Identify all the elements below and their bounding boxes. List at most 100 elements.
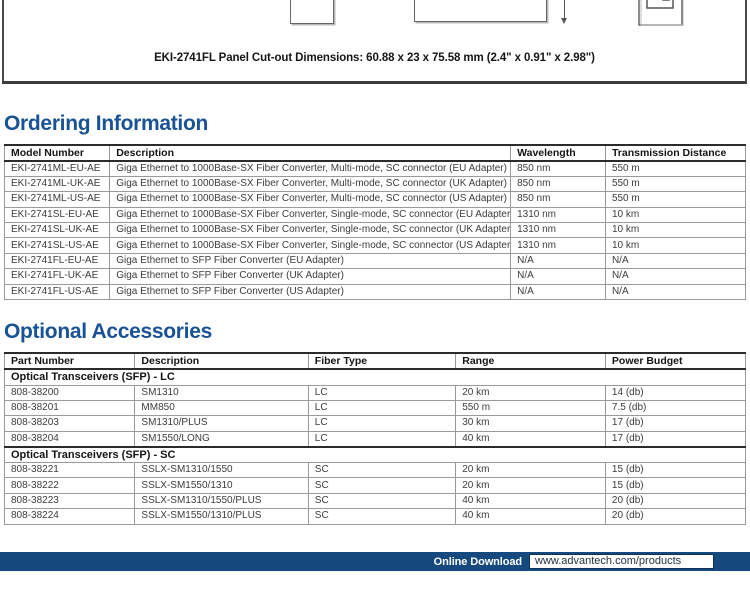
table-cell: 17 (db) (604, 430, 747, 448)
table-cell: 850 nm (510, 160, 606, 177)
table-cell: 808-38203 (3, 415, 136, 432)
table-cell: SSLX-SM1550/1310 (134, 477, 309, 494)
table-row: EKI-2741ML-UK-AE Giga Ethernet to 1000Bas… (3, 175, 747, 193)
table-row: EKI-2741ML-EU-AE Giga Ethernet to 1000Bas… (3, 160, 747, 177)
table-cell: SSLX-SM1550/1310/PLUS (134, 508, 309, 525)
table-cell: LC (307, 399, 457, 417)
table-cell: Giga Ethernet to 1000Base-SX Fiber Conve… (109, 175, 512, 193)
table-cell: N/A (510, 283, 606, 301)
table-cell: EKI-2741FL-EU-AE (3, 252, 111, 270)
table-cell: SC (307, 508, 457, 525)
online-download-url[interactable]: www.advantech.com/products (529, 554, 714, 569)
column-header: Model Number (3, 144, 111, 162)
ordering-information-table: Model Number Description Wavelength Transmi… (3, 144, 747, 301)
table-cell: EKI-2741SL-EU-AE (3, 206, 111, 224)
table-cell: SM1310 (134, 384, 309, 401)
table-cell: 850 nm (510, 191, 606, 208)
table-cell: 40 km (455, 508, 606, 525)
table-cell: 20 (db) (604, 508, 747, 525)
column-header: Part Number (3, 352, 136, 371)
table-cell: 1310 nm (510, 237, 606, 254)
table-cell: Giga Ethernet to 1000Base-SX Fiber Conve… (109, 237, 512, 254)
table-cell: Giga Ethernet to 1000Base-SX Fiber Conve… (109, 206, 512, 224)
column-header: Fiber Type (307, 352, 457, 371)
table-cell: SM1550/LONG (134, 430, 309, 448)
table-row: 808-38221 SSLX-SM1310/1550 SC 20 km 15 (db) (3, 462, 747, 479)
table-cell: Giga Ethernet to SFP Fiber Converter (EU… (109, 252, 512, 270)
accessories-table-body: Optical Transceivers (SFP) - LC 808-38200… (3, 368, 747, 525)
column-header: Wavelength (510, 144, 606, 162)
table-cell: 40 km (455, 430, 606, 448)
table-row: EKI-2741ML-US-AE Giga Ethernet to 1000Bas… (3, 191, 747, 208)
column-header: Range (455, 352, 606, 371)
table-cell: LC (307, 415, 457, 432)
table-cell: 1310 nm (510, 222, 606, 239)
table-cell: 17 (db) (604, 415, 747, 432)
table-cell: EKI-2741ML-EU-AE (3, 160, 111, 177)
table-row: 808-38204 SM1550/LONG LC 40 km 17 (db) (3, 430, 747, 448)
table-cell: 10 km (604, 206, 747, 224)
table-cell: SM1310/PLUS (134, 415, 309, 432)
footer-bar: Online Download www.advantech.com/produc… (0, 552, 750, 571)
table-cell: SSLX-SM1310/1550/PLUS (134, 492, 309, 510)
table-cell: 20 (db) (604, 492, 747, 510)
table-cell: SSLX-SM1310/1550 (134, 462, 309, 479)
table-cell: 15 (db) (604, 462, 747, 479)
table-cell: EKI-2741SL-UK-AE (3, 222, 111, 239)
table-cell: Giga Ethernet to 1000Base-SX Fiber Conve… (109, 222, 512, 239)
table-section-row: Optical Transceivers (SFP) - LC (4, 368, 746, 386)
table-row: EKI-2741SL-UK-AE Giga Ethernet to 1000Bas… (3, 222, 747, 239)
table-cell: 550 m (455, 399, 606, 417)
table-row: EKI-2741SL-EU-AE Giga Ethernet to 1000Bas… (3, 206, 747, 224)
accessories-header-row: Part Number Description Fiber Type Range Pow… (3, 352, 747, 371)
table-cell: Giga Ethernet to SFP Fiber Converter (US… (109, 283, 512, 301)
diagram-caption: EKI-2741FL Panel Cut-out Dimensions: 60.… (154, 52, 595, 64)
table-cell: EKI-2741ML-UK-AE (3, 175, 111, 193)
table-section-label: Optical Transceivers (SFP) - SC (4, 445, 746, 464)
ordering-information-title: Ordering Information (4, 112, 209, 135)
table-cell: EKI-2741SL-US-AE (3, 237, 111, 254)
table-cell: MM850 (134, 399, 309, 417)
table-section-row: Optical Transceivers (SFP) - SC (4, 445, 746, 464)
rj45-connector-icon (638, 0, 684, 26)
table-row: EKI-2741FL-UK-AE Giga Ethernet to SFP Fib… (3, 268, 747, 285)
ordering-table-body: EKI-2741ML-EU-AE Giga Ethernet to 1000Bas… (3, 160, 747, 301)
table-cell: N/A (604, 268, 747, 285)
table-cell: 808-38221 (3, 462, 136, 479)
table-cell: 550 m (604, 191, 747, 208)
table-cell: LC (307, 384, 457, 401)
table-cell: N/A (510, 252, 606, 270)
table-section-label: Optical Transceivers (SFP) - LC (4, 368, 746, 386)
column-header: Description (134, 352, 309, 371)
table-row: 808-38223 SSLX-SM1310/1550/PLUS SC 40 km 20 … (3, 492, 747, 510)
column-header: Transmission Distance (604, 144, 747, 162)
table-cell: 808-38224 (3, 508, 136, 525)
optional-accessories-table: Part Number Description Fiber Type Range Pow… (3, 352, 747, 525)
table-cell: SC (307, 477, 457, 494)
dimension-arrow-icon (561, 0, 567, 24)
table-cell: EKI-2741FL-UK-AE (3, 268, 111, 285)
table-row: 808-38224 SSLX-SM1550/1310/PLUS SC 40 km 20 … (3, 508, 747, 525)
table-cell: 7.5 (db) (604, 399, 747, 417)
table-row: 808-38201 MM850 LC 550 m 7.5 (db) (3, 399, 747, 417)
optional-accessories-title: Optional Accessories (4, 320, 212, 344)
device-outline-small (290, 0, 334, 24)
table-cell: EKI-2741FL-US-AE (3, 283, 111, 301)
datasheet-page: EKI-2741FL Panel Cut-out Dimensions: 60.… (0, 0, 750, 571)
table-cell: 808-38204 (3, 430, 136, 448)
table-cell: N/A (604, 283, 747, 301)
table-cell: Giga Ethernet to SFP Fiber Converter (UK… (109, 268, 512, 285)
online-download-label: Online Download (433, 555, 522, 568)
table-cell: 15 (db) (604, 477, 747, 494)
table-cell: 20 km (455, 477, 606, 494)
table-cell: EKI-2741ML-US-AE (3, 191, 111, 208)
table-row: 808-38222 SSLX-SM1550/1310 SC 20 km 15 (db) (3, 477, 747, 494)
table-row: EKI-2741SL-US-AE Giga Ethernet to 1000Bas… (3, 237, 747, 254)
table-cell: SC (307, 462, 457, 479)
table-cell: 1310 nm (510, 206, 606, 224)
table-cell: N/A (604, 252, 747, 270)
table-cell: 550 m (604, 160, 747, 177)
device-outline-wide (414, 0, 547, 22)
table-cell: 40 km (455, 492, 606, 510)
table-cell: Giga Ethernet to 1000Base-SX Fiber Conve… (109, 191, 512, 208)
